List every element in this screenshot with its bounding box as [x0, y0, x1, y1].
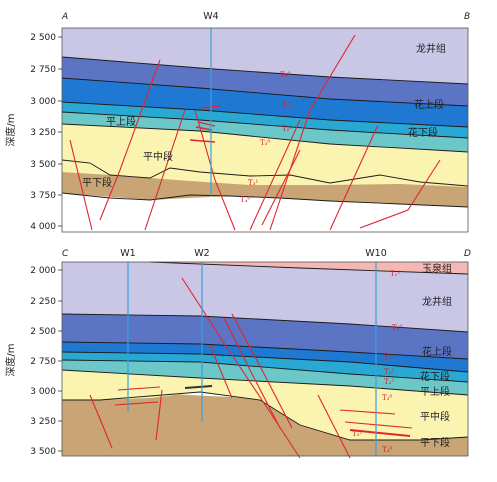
layer-longjing — [62, 262, 468, 332]
depth-tick: 2 500 — [30, 327, 56, 337]
depth-tick: 2 750 — [30, 65, 56, 75]
reflector-label: T₁¹ — [390, 270, 400, 278]
horizon-lines — [61, 261, 469, 441]
fault — [223, 317, 281, 429]
depth-tick: 3 750 — [30, 191, 56, 201]
layer-hua-lower — [62, 100, 468, 138]
reflector-label: T₃¹ — [352, 430, 362, 438]
depth-axis-cd — [58, 269, 62, 452]
section-label-left: C — [62, 249, 69, 259]
formation-label: 平中段 — [143, 150, 173, 163]
fault — [359, 159, 441, 229]
formation-label: 平中段 — [420, 410, 450, 423]
reflector-label: T₂⁰ — [384, 354, 394, 362]
fault — [261, 149, 301, 226]
depth-tick: 3 500 — [30, 160, 56, 170]
depth-axis-ab — [58, 36, 62, 227]
reflector-label: T₄⁰ — [382, 446, 392, 454]
faults-ab — [69, 34, 441, 231]
layer-hua-lower — [62, 350, 468, 382]
layer-hua-upper-dark — [62, 55, 468, 106]
depth-tick: 2 000 — [30, 266, 56, 276]
fault — [317, 394, 351, 459]
formation-label: 龙井组 — [416, 42, 446, 55]
well-label: W4 — [203, 11, 218, 22]
fault — [89, 394, 113, 449]
formation-label: 平下段 — [82, 176, 112, 189]
well-label: W1 — [120, 248, 135, 259]
fault — [194, 109, 236, 231]
reflector-label: T₄⁰ — [240, 196, 250, 204]
reflector-label: T₃⁰ — [382, 394, 392, 402]
reflector-label: T₂² — [384, 378, 394, 386]
fault-marks-cd — [114, 386, 413, 437]
reflector-label: T₁⁰ — [392, 324, 402, 332]
depth-axis-title: 深度/m — [4, 343, 17, 376]
formation-label: 平上段 — [106, 115, 136, 128]
section-label-left: A — [61, 12, 68, 22]
frame-cd — [61, 261, 469, 457]
formation-label: 花下段 — [408, 126, 438, 139]
fault — [99, 59, 161, 221]
well-label: W10 — [365, 248, 386, 259]
formation-label: 花上段 — [422, 345, 452, 358]
depth-tick: 3 500 — [30, 447, 56, 457]
formation-label: 花下段 — [420, 370, 450, 383]
formation-label: 龙井组 — [422, 295, 452, 308]
section-label-right: B — [464, 12, 470, 22]
depth-tick: 3 250 — [30, 128, 56, 138]
fault — [269, 34, 356, 231]
depth-tick: 3 000 — [30, 97, 56, 107]
depth-axis-title: 深度/m — [4, 113, 17, 146]
reflector-label: T₃⁰ — [260, 139, 270, 147]
layer-ping-middle — [62, 120, 468, 187]
frame-ab — [61, 27, 469, 233]
section-label-right: D — [464, 249, 471, 259]
reflector-label: T₂² — [282, 125, 292, 133]
fault-marks-cd-dark — [184, 385, 213, 389]
section-c-d: 2 000 2 250 2 500 2 750 3 000 3 250 3 50… — [4, 248, 471, 459]
depth-tick: 2 250 — [30, 297, 56, 307]
layer-hua-upper — [62, 76, 468, 127]
layer-longjing — [62, 28, 468, 84]
fault — [144, 109, 186, 231]
depth-tick: 3 000 — [30, 387, 56, 397]
section-a-b: 2 500 2 750 3 000 3 250 3 500 3 750 4 00… — [4, 11, 470, 233]
horizon-lines — [61, 56, 469, 208]
fault — [155, 389, 163, 441]
depth-tick: 2 750 — [30, 357, 56, 367]
fault — [231, 313, 293, 429]
fault — [69, 139, 93, 231]
fault — [209, 344, 233, 399]
depth-tick: 3 250 — [30, 417, 56, 427]
formation-label: 平上段 — [420, 385, 450, 398]
reflector-label: T₂¹ — [384, 368, 394, 376]
fault — [329, 124, 379, 231]
formation-label: 花上段 — [414, 98, 444, 111]
layer-hua-upper — [62, 340, 468, 372]
reflector-label: T₂⁰ — [280, 71, 290, 79]
depth-tick: 4 000 — [30, 222, 56, 232]
well-label: W2 — [194, 248, 209, 259]
fault — [249, 119, 301, 231]
formation-label: 玉泉组 — [422, 262, 452, 275]
depth-tick: 2 500 — [30, 33, 56, 43]
reflector-label: T₂¹ — [282, 101, 292, 109]
layer-ping-upper — [62, 110, 468, 152]
reflector-label: T₃¹ — [248, 179, 258, 187]
formation-label: 平下段 — [420, 436, 450, 449]
